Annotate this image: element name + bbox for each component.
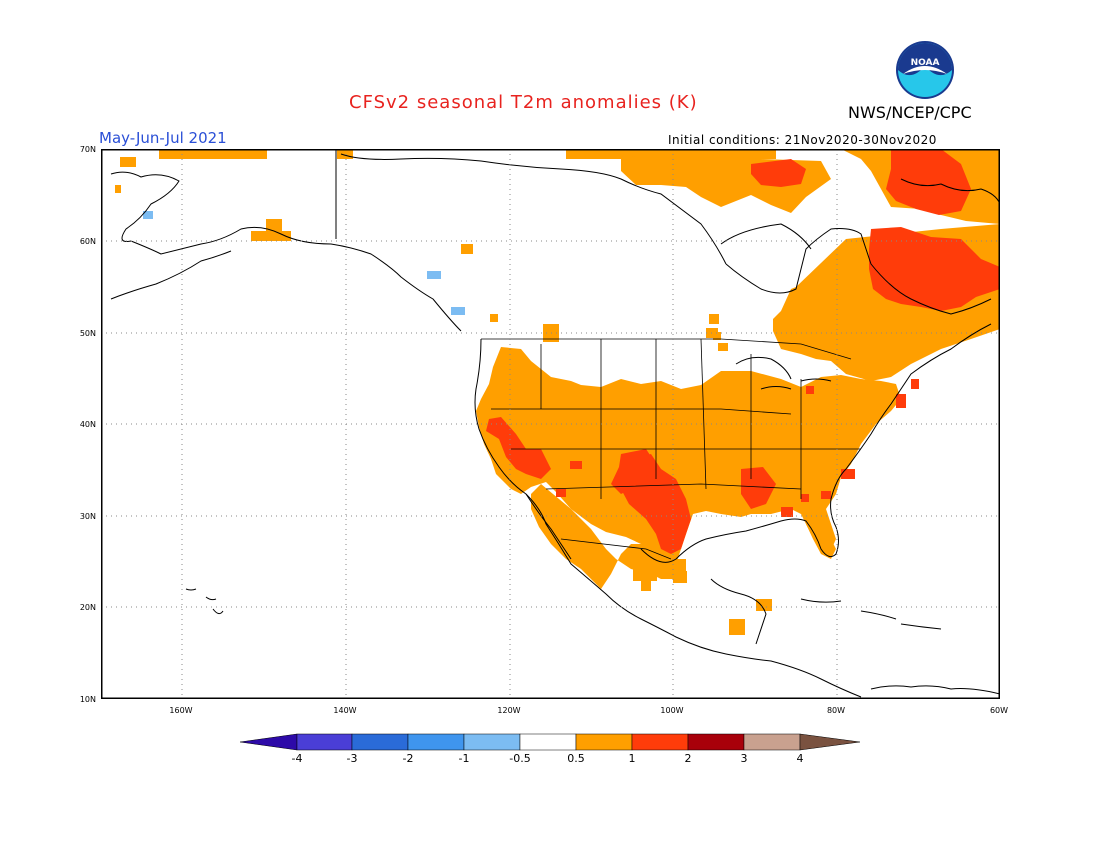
colorbar-seg-1 <box>296 733 353 751</box>
colorbar-label-4: 4 <box>796 752 804 765</box>
gridlines <box>101 149 1000 699</box>
colorbar <box>240 733 861 751</box>
anomaly-cool-pixels <box>143 211 465 315</box>
colorbar-seg-4 <box>463 733 521 751</box>
anomaly-map <box>101 149 1000 699</box>
colorbar-label-2: 2 <box>684 752 692 765</box>
lat-label-20n: 20N <box>79 603 96 612</box>
colorbar-seg-7 <box>631 733 689 751</box>
colorbar-seg-5 <box>519 733 577 751</box>
lon-label-140w: 140W <box>333 706 357 715</box>
colorbar-label-neg2: -2 <box>402 752 414 765</box>
colorbar-seg-8 <box>687 733 745 751</box>
lon-label-120w: 120W <box>497 706 521 715</box>
lat-label-40n: 40N <box>79 420 96 429</box>
colorbar-tri-right <box>799 733 861 751</box>
map-title: CFSv2 seasonal T2m anomalies (K) <box>349 92 698 113</box>
coastlines <box>110 149 1000 698</box>
lon-label-160w: 160W <box>169 706 193 715</box>
initial-conditions-label: Initial conditions: 21Nov2020-30Nov2020 <box>668 133 937 147</box>
lon-label-80w: 80W <box>826 706 846 715</box>
lat-label-30n: 30N <box>79 512 96 521</box>
lat-label-50n: 50N <box>79 329 96 338</box>
lat-label-60n: 60N <box>79 237 96 246</box>
colorbar-label-3: 3 <box>740 752 748 765</box>
colorbar-tri-left <box>240 733 298 751</box>
lat-label-70n: 70N <box>79 145 96 154</box>
colorbar-label-neg3: -3 <box>346 752 358 765</box>
colorbar-seg-6 <box>575 733 633 751</box>
colorbar-label-neg05: -0.5 <box>509 752 531 765</box>
map-frame <box>101 149 1000 699</box>
lat-label-10n: 10N <box>79 695 96 704</box>
lon-label-100w: 100W <box>660 706 684 715</box>
colorbar-label-neg1: -1 <box>458 752 470 765</box>
noaa-logo-icon: NOAA <box>896 41 954 99</box>
colorbar-label-05: 0.5 <box>567 752 585 765</box>
season-label: May-Jun-Jul 2021 <box>99 129 227 147</box>
colorbar-seg-2 <box>351 733 409 751</box>
anomaly-warm-region <box>115 149 1000 635</box>
colorbar-label-1: 1 <box>628 752 636 765</box>
borders <box>481 338 861 560</box>
colorbar-seg-3 <box>407 733 465 751</box>
colorbar-seg-9 <box>743 733 801 751</box>
colorbar-label-neg4: -4 <box>291 752 303 765</box>
agency-label: NWS/NCEP/CPC <box>848 103 972 122</box>
logo-text: NOAA <box>911 58 940 68</box>
lon-label-60w: 60W <box>989 706 1009 715</box>
